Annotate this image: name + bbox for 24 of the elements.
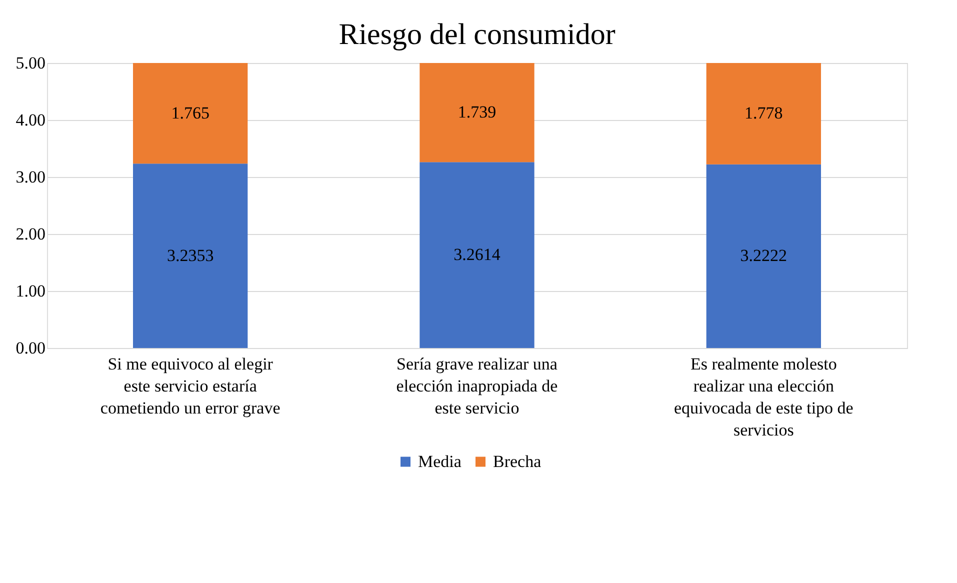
y-tick-label: 3.00 [16,168,46,186]
bar [706,164,821,348]
data-label: 3.2353 [166,246,214,265]
x-tick-label: Es realmente molesto realizar una elección equivocada de este tipo de servicios [674,354,854,440]
y-tick-label: 1.00 [16,282,46,300]
data-label: 3.2222 [740,246,788,266]
y-tick-label: 0.00 [16,338,46,358]
bar [133,62,248,164]
y-tick-label: 2.00 [16,224,46,244]
data-label: 1.739 [458,102,496,122]
legend-label: Brecha [493,452,542,471]
bar [133,164,248,348]
x-tick-label: Si me equivoco al elegir este servicio estaría cometiendo un error grave [100,354,280,418]
data-label: 3.2614 [454,245,501,264]
data-label: 1.765 [171,103,210,122]
bar [706,62,821,164]
data-label: 1.778 [744,104,783,123]
y-tick-label: 5.00 [16,54,46,72]
chart-title: Riesgo del consumidor [338,18,616,51]
legend-label: Media [418,452,462,471]
y-tick-label: 4.00 [16,110,46,130]
bar [420,162,534,348]
x-tick-label: Sería grave realizar una elección inapropiada de este servicio [396,354,558,418]
bar [420,62,534,162]
